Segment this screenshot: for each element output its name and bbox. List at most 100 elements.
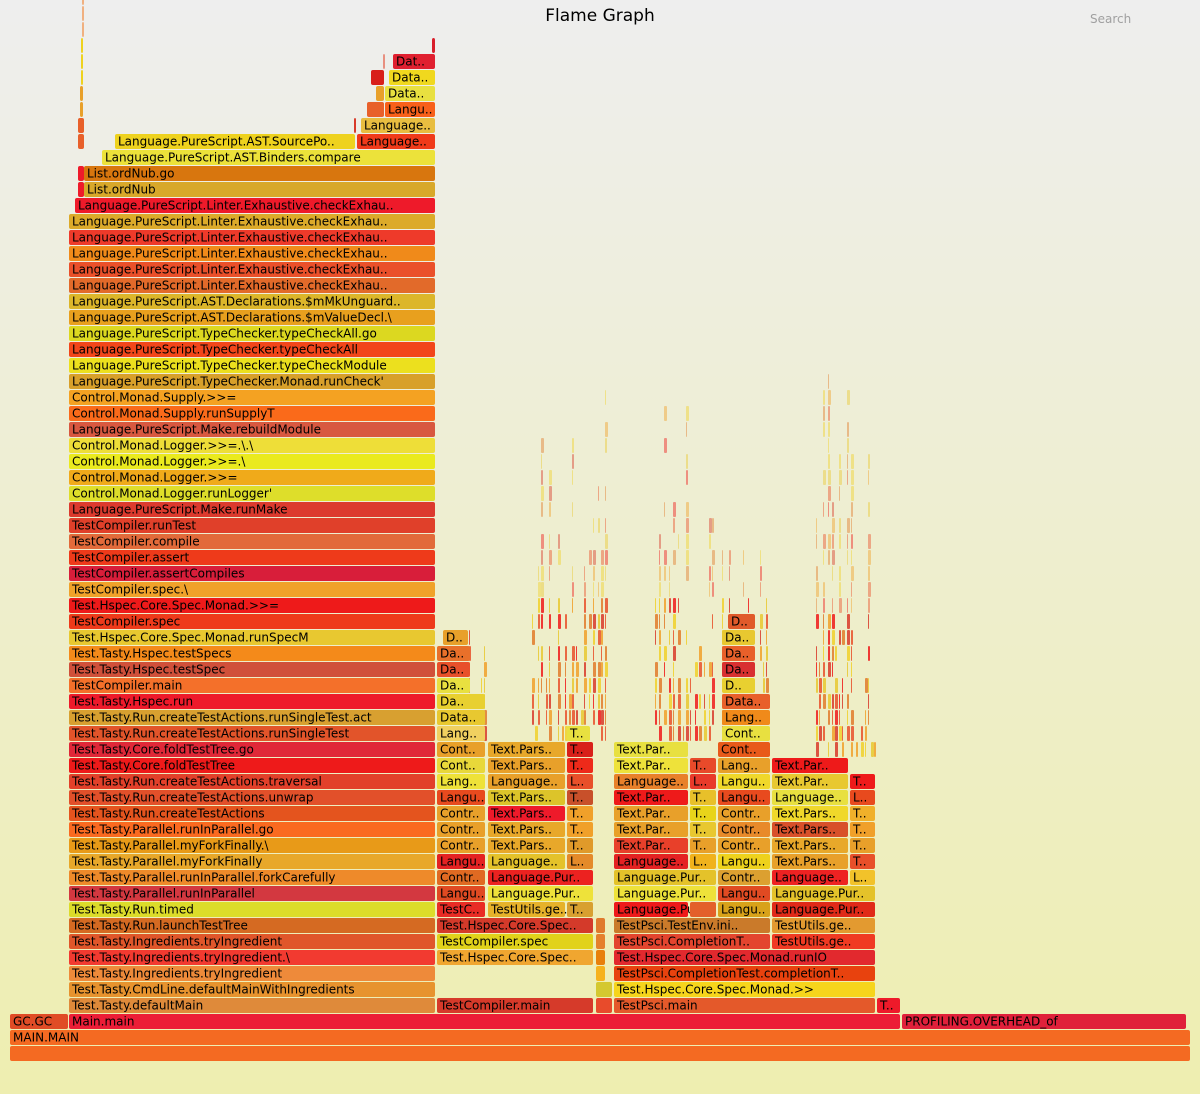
flame-frame-rect[interactable] [115,134,355,149]
flame-sliver[interactable] [832,614,835,629]
flame-frame-rect[interactable] [69,870,435,885]
flame-frame-rect[interactable] [69,422,435,437]
flame-frame[interactable]: Langu.. [437,886,485,901]
flame-frame-rect[interactable] [488,854,565,869]
flame-frame[interactable]: GC.GC [10,1014,68,1029]
flame-sliver[interactable] [816,646,817,661]
flame-frame[interactable]: Lang.. [437,774,485,789]
flame-frame-rect[interactable] [567,758,593,773]
flame-sliver[interactable] [729,598,730,613]
flame-frame-rect[interactable] [772,838,848,853]
flame-sliver[interactable] [541,550,543,565]
flame-frame[interactable]: Language.. [614,774,688,789]
flame-frame[interactable]: Langu.. [437,854,485,869]
search-button[interactable]: Search [1090,12,1132,26]
flame-frame[interactable]: Language.PureScript.Linter.Exhaustive.ch… [69,278,435,293]
flame-frame-rect[interactable] [69,550,435,565]
flame-sliver[interactable] [823,390,825,405]
flame-frame-rect[interactable] [614,982,875,997]
flame-sliver[interactable] [562,726,564,741]
flame-frame-rect[interactable] [361,118,435,133]
flame-sliver[interactable] [722,550,723,565]
flame-frame-rect[interactable] [614,854,688,869]
flame-sliver[interactable] [851,566,854,581]
flame-frame[interactable]: L.. [567,854,593,869]
flame-sliver[interactable] [605,694,606,709]
flame-frame-rect[interactable] [69,998,435,1013]
flame-sliver[interactable] [664,550,667,565]
flame-sliver[interactable] [584,694,585,709]
flame-sliver[interactable] [601,598,603,613]
flame-frame-rect[interactable] [614,742,688,757]
flame-sliver[interactable] [709,566,711,581]
flame-sliver[interactable] [823,422,825,437]
flame-sliver[interactable] [572,662,574,677]
flame-frame[interactable]: L.. [690,854,716,869]
flame-sliver[interactable] [871,742,874,757]
flame-frame[interactable]: Language.. [361,118,435,133]
flame-frame[interactable]: Contr.. [718,822,770,837]
flame-sliver[interactable] [659,598,660,613]
flame-sliver[interactable] [828,662,831,677]
flame-frame[interactable] [690,902,716,917]
flame-sliver[interactable] [839,470,842,485]
flame-frame[interactable]: Language.PureScript.AST.SourcePo.. [115,134,355,149]
flame-frame-rect[interactable] [690,806,716,821]
flame-sliver[interactable] [868,678,869,693]
flame-sliver[interactable] [832,710,833,725]
flame-frame-rect[interactable] [69,230,435,245]
flame-sliver[interactable] [593,566,595,581]
flame-sliver[interactable] [709,534,711,549]
flame-sliver[interactable] [541,662,543,677]
flame-sliver[interactable] [601,726,603,741]
flame-sliver[interactable] [593,662,596,677]
flame-sliver[interactable] [673,550,676,565]
flame-frame-rect[interactable] [614,934,770,949]
flame-frame-rect[interactable] [69,598,435,613]
flame-sliver[interactable] [664,566,666,581]
flame-sliver[interactable] [546,710,547,725]
flame-sliver[interactable] [669,678,671,693]
flame-frame[interactable]: Text.Pars.. [772,822,848,837]
flame-sliver[interactable] [835,646,837,661]
flame-sliver[interactable] [673,502,676,517]
flame-sliver[interactable] [541,582,544,597]
flame-sliver[interactable] [664,614,665,629]
flame-frame-rect[interactable] [69,358,435,373]
flame-sliver[interactable] [699,662,702,677]
flame-sliver[interactable] [572,678,574,693]
flame-frame-rect[interactable] [772,822,848,837]
flame-frame[interactable]: Language.. [357,134,435,149]
flame-sliver[interactable] [832,726,835,741]
flame-sliver[interactable] [709,662,712,677]
flame-sliver[interactable] [558,694,561,709]
flame-sliver[interactable] [558,662,561,677]
flame-sliver[interactable] [82,22,84,37]
flame-frame[interactable]: D.. [443,630,468,645]
flame-frame[interactable]: Lang.. [718,758,770,773]
flame-frame-rect[interactable] [596,966,605,981]
flame-sliver[interactable] [572,646,575,661]
flame-sliver[interactable] [712,662,713,677]
flame-sliver[interactable] [593,694,594,709]
flame-sliver[interactable] [709,710,710,725]
flame-sliver[interactable] [655,614,658,629]
flame-sliver[interactable] [766,646,768,661]
flame-frame[interactable]: Control.Monad.Logger.runLogger' [69,486,435,501]
flame-sliver[interactable] [673,694,675,709]
flame-sliver[interactable] [481,678,482,693]
flame-sliver[interactable] [847,630,850,645]
flame-sliver[interactable] [816,662,817,677]
flame-frame[interactable]: Test.Tasty.Run.timed [69,902,435,917]
flame-sliver[interactable] [576,678,578,693]
flame-sliver[interactable] [847,454,848,469]
flame-sliver[interactable] [581,710,584,725]
flame-sliver[interactable] [847,614,850,629]
flame-sliver[interactable] [828,534,831,549]
flame-sliver[interactable] [601,646,602,661]
flame-sliver[interactable] [484,662,487,677]
flame-sliver[interactable] [605,598,608,613]
flame-frame[interactable] [596,918,605,933]
flame-sliver[interactable] [669,630,670,645]
flame-sliver[interactable] [828,646,830,661]
